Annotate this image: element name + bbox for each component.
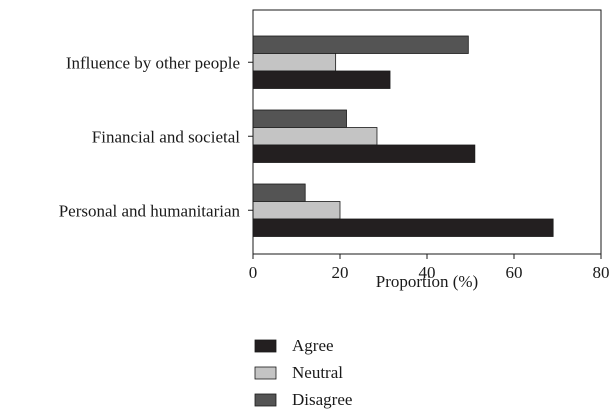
bar-neutral-1 [252,53,337,72]
x-axis-label: Proportion (%) [376,272,478,291]
x-tick-label: 80 [593,263,610,282]
legend-label-agree: Agree [292,336,334,355]
bar-agree-2 [252,144,476,163]
x-tick-label: 60 [506,263,523,282]
legend-label-disagree: Disagree [292,390,352,409]
x-tick-label: 20 [332,263,349,282]
bar-agree-3 [252,218,554,237]
bar-neutral-2 [252,127,378,146]
legend-label-neutral: Neutral [292,363,343,382]
x-tick-label: 40 [419,263,436,282]
plot-area: Influence by other people Financial and s… [59,9,610,282]
legend-swatch-neutral [254,366,277,380]
bar-disagree-2 [252,109,347,128]
legend-swatch-disagree [254,393,277,407]
y-tick-label: Personal and humanitarian [59,201,241,220]
legend-swatch-agree [254,339,277,353]
bar-disagree-1 [252,35,469,54]
y-tick-label: Financial and societal [92,127,241,146]
x-tick-label: 0 [249,263,258,282]
legend: Agree Neutral Disagree [254,336,352,409]
y-tick-label: Influence by other people [66,53,240,72]
bar-neutral-3 [252,201,341,220]
bar-agree-1 [252,70,391,89]
bar-disagree-3 [252,183,306,202]
